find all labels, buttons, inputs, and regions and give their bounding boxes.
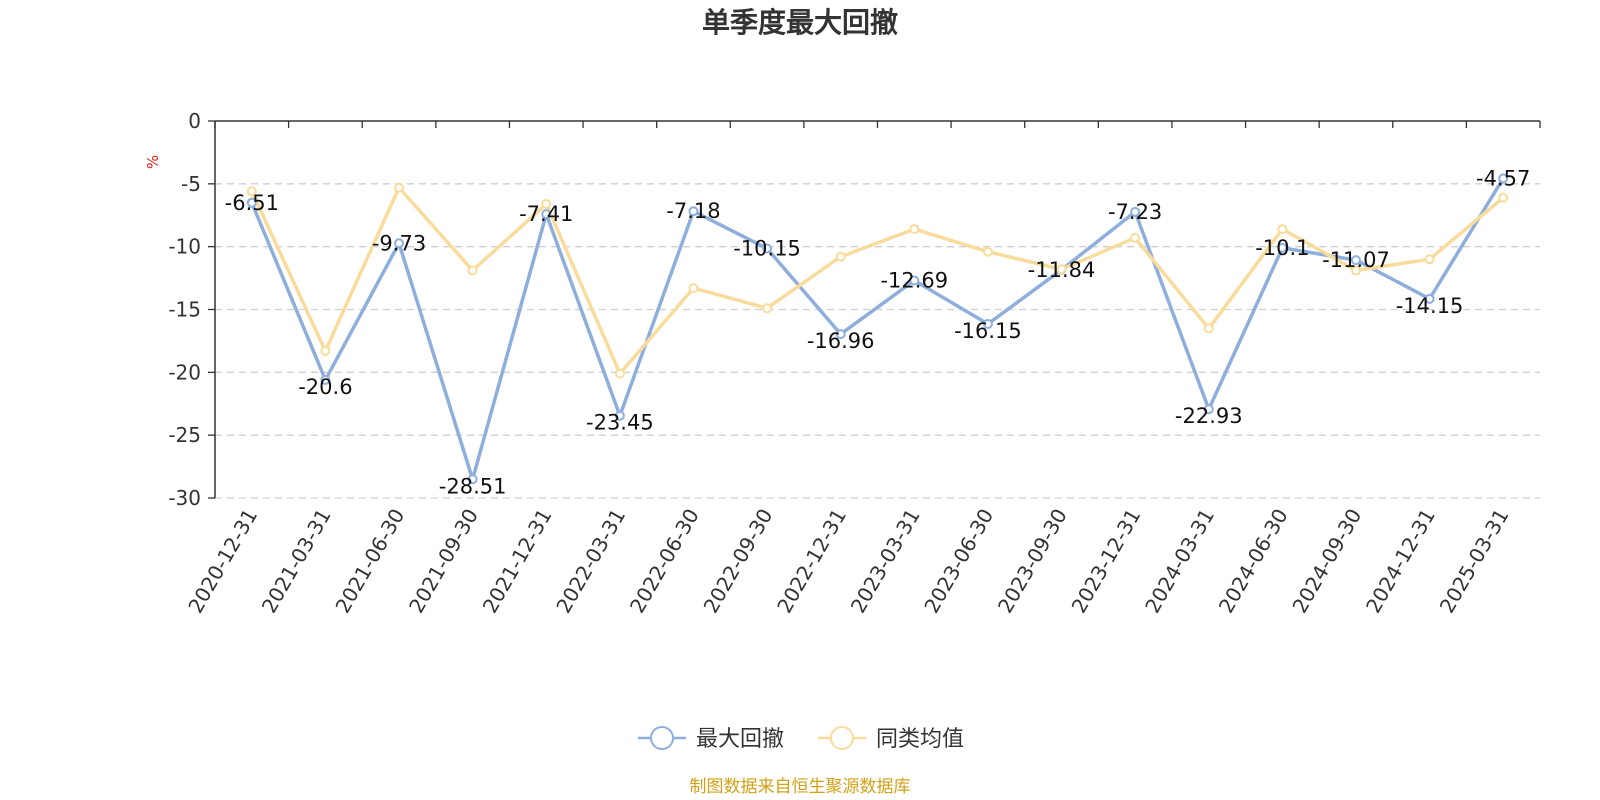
series-point-2 — [835, 251, 846, 262]
x-tick-label: 2022-03-31 — [551, 505, 630, 618]
legend-label-2: 同类均值 — [876, 727, 964, 752]
series-line-2 — [250, 185, 1505, 376]
y-tick-label: -20 — [168, 360, 201, 384]
series-point-2 — [320, 345, 331, 356]
y-tick-label: -25 — [168, 423, 201, 447]
data-labels: -6.51 -20.6 -9.73 -28.51 -7.41 -23.45 -7.18 -10… — [225, 166, 1531, 498]
x-tick-label: 2023-12-31 — [1067, 505, 1146, 618]
series-point-1 — [394, 238, 405, 249]
series-point-2 — [688, 283, 699, 294]
x-tick-label: 2024-09-30 — [1287, 505, 1366, 618]
legend-marker-2 — [830, 726, 854, 750]
data-label: -6.51 — [225, 191, 279, 215]
x-tick-label: 2024-06-30 — [1214, 505, 1293, 618]
axes: 0-5-10-15-20-25-302020-12-312021-03-3120… — [168, 109, 1541, 618]
data-label: -20.6 — [298, 375, 352, 399]
data-label: -10.15 — [733, 237, 801, 261]
series-point-1 — [320, 374, 331, 385]
series-point-1 — [835, 329, 846, 340]
series-line-1 — [250, 176, 1505, 482]
y-tick-label: -5 — [181, 172, 201, 196]
series-point-1 — [1350, 255, 1361, 266]
series-point-1 — [909, 275, 920, 286]
data-label: -7.41 — [519, 202, 573, 226]
x-tick-label: 2022-12-31 — [772, 505, 851, 618]
series-point-1 — [541, 209, 552, 220]
series-point-1 — [1203, 404, 1214, 415]
data-label: -7.18 — [666, 199, 720, 223]
x-tick-label: 2023-09-30 — [993, 505, 1072, 618]
x-tick-label: 2025-03-31 — [1435, 505, 1514, 618]
series-point-1 — [614, 410, 625, 421]
x-tick-label: 2020-12-31 — [183, 505, 262, 618]
data-label: -28.51 — [439, 474, 507, 498]
series-point-2 — [762, 303, 773, 314]
series-point-2 — [1277, 224, 1288, 235]
series-point-2 — [1130, 232, 1141, 243]
x-tick-label: 2021-09-30 — [404, 505, 483, 618]
data-label: -7.23 — [1108, 200, 1162, 224]
data-label: -4.57 — [1476, 166, 1530, 190]
series-point-2 — [541, 198, 552, 209]
series-point-1 — [1424, 293, 1435, 304]
series-point-2 — [394, 182, 405, 193]
chart-title: 单季度最大回撤 — [702, 6, 898, 39]
x-tick-label: 2022-09-30 — [699, 505, 778, 618]
legend-marker-1 — [650, 726, 674, 750]
grid-lines — [215, 183, 1540, 499]
y-tick-label: -30 — [168, 486, 201, 510]
series-point-2 — [982, 246, 993, 257]
y-tick-label: 0 — [188, 109, 201, 133]
x-tick-label: 2024-03-31 — [1140, 505, 1219, 618]
series-point-1 — [1498, 173, 1509, 184]
series-layer — [246, 173, 1509, 485]
series-point-2 — [614, 368, 625, 379]
data-label: -23.45 — [586, 411, 654, 435]
data-label: -14.15 — [1396, 294, 1464, 318]
series-point-2 — [1424, 254, 1435, 265]
y-tick-label: -10 — [168, 235, 201, 259]
data-label: -11.84 — [1028, 258, 1096, 282]
legend: 最大回撤 同类均值 — [638, 726, 964, 752]
legend-label-1: 最大回撤 — [696, 727, 784, 752]
series-point-2 — [1350, 265, 1361, 276]
x-tick-label: 2021-12-31 — [478, 505, 557, 618]
data-label: -10.1 — [1255, 236, 1309, 260]
data-label: -12.69 — [880, 268, 948, 292]
x-tick-label: 2021-03-31 — [257, 505, 336, 618]
series-point-1 — [762, 243, 773, 254]
source-note: 制图数据来自恒生聚源数据库 — [690, 777, 911, 797]
series-point-2 — [1498, 192, 1509, 203]
data-label: -22.93 — [1175, 404, 1243, 428]
y-tick-label: -15 — [168, 298, 201, 322]
x-tick-label: 2023-03-31 — [846, 505, 925, 618]
series-point-2 — [1056, 264, 1067, 275]
series-point-2 — [467, 265, 478, 276]
series-point-1 — [1277, 242, 1288, 253]
x-tick-label: 2021-06-30 — [330, 505, 409, 618]
data-label: -9.73 — [372, 231, 426, 255]
data-label: -16.96 — [807, 329, 875, 353]
series-point-1 — [688, 206, 699, 217]
x-tick-label: 2022-06-30 — [625, 505, 704, 618]
series-point-2 — [909, 224, 920, 235]
series-point-2 — [1203, 323, 1214, 334]
series-point-1 — [982, 318, 993, 329]
y-axis-unit: % — [144, 155, 162, 169]
series-point-1 — [467, 474, 478, 485]
x-tick-label: 2023-06-30 — [919, 505, 998, 618]
series-point-1 — [246, 197, 257, 208]
series-point-1 — [1130, 206, 1141, 217]
x-tick-label: 2024-12-31 — [1361, 505, 1440, 618]
data-label: -11.07 — [1322, 248, 1390, 272]
series-point-2 — [246, 186, 257, 197]
data-label: -16.15 — [954, 319, 1022, 343]
